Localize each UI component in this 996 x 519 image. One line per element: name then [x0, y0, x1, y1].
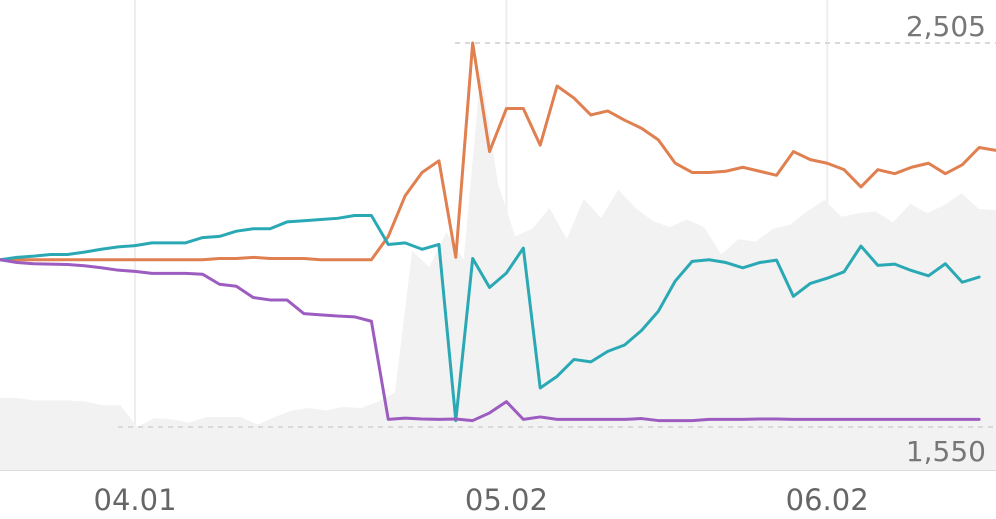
label-layer: 2,505 1,550 04.01 05.02 06.02: [94, 10, 986, 517]
area-series: [0, 70, 996, 471]
series-line-orange: [0, 41, 996, 262]
y-max-label: 2,505: [906, 10, 986, 43]
x-tick-label-3: 06.02: [786, 483, 869, 517]
x-tick-label-1: 04.01: [94, 483, 177, 517]
series-line-purple: [0, 258, 981, 423]
reference-lines: [118, 42, 996, 428]
y-min-label: 1,550: [906, 435, 986, 468]
series-layer: [0, 41, 996, 423]
x-tick-label-2: 05.02: [465, 483, 548, 517]
area-layer: [0, 70, 996, 471]
series-line-teal: [0, 214, 981, 423]
